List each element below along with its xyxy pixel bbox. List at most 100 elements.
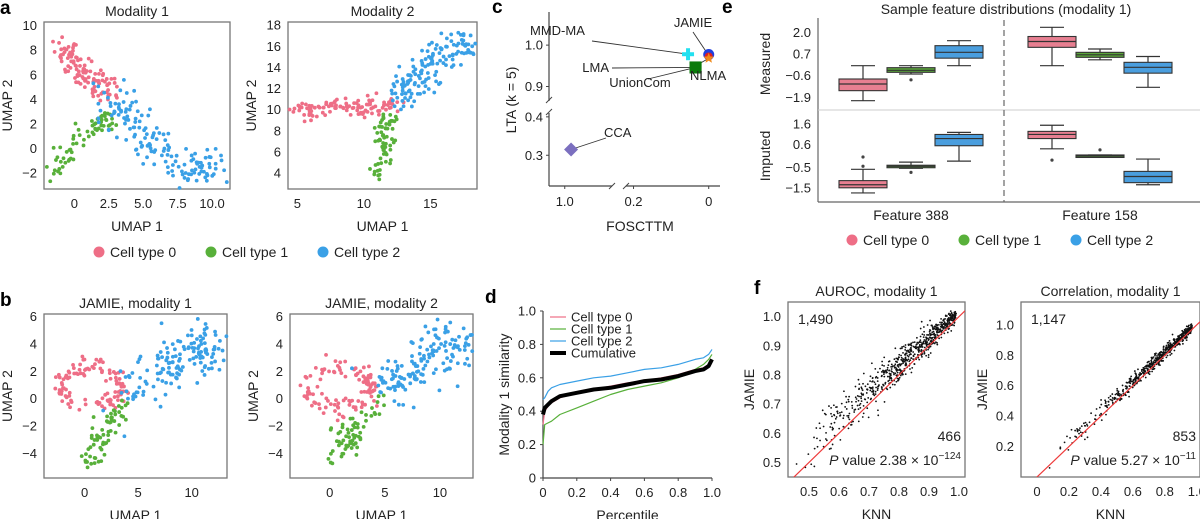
legend-marker-icon — [205, 246, 217, 258]
data-point — [946, 331, 949, 334]
data-point — [1128, 377, 1131, 380]
data-point-cell-type-2 — [441, 61, 446, 65]
data-point-cell-type-1 — [380, 118, 384, 122]
data-point — [889, 386, 892, 389]
data-point-cell-type-0 — [373, 104, 378, 109]
data-point-cell-type-2 — [412, 376, 417, 381]
data-point-cell-type-2 — [423, 363, 428, 368]
data-point — [836, 412, 839, 415]
y-tick-label: 2 — [30, 364, 37, 379]
data-point-cell-type-2 — [159, 370, 163, 375]
data-point-cell-type-1 — [106, 433, 111, 438]
data-point — [1109, 395, 1112, 397]
data-point-cell-type-1 — [346, 430, 351, 435]
data-point — [940, 317, 942, 320]
data-point — [813, 447, 816, 450]
data-point — [1069, 437, 1071, 439]
data-point-cell-type-2 — [108, 101, 113, 105]
data-point — [944, 317, 946, 320]
data-point — [1134, 379, 1137, 382]
data-point-cell-type-2 — [166, 361, 171, 366]
data-point — [829, 426, 832, 428]
data-point — [1188, 327, 1191, 330]
y-tick-label: 8 — [30, 43, 37, 58]
data-point-cell-type-2 — [106, 128, 111, 133]
data-point-cell-type-2 — [201, 336, 206, 341]
data-point-cell-type-2 — [453, 338, 458, 343]
data-point — [929, 319, 931, 322]
data-point — [944, 323, 946, 326]
data-point-cell-type-0 — [335, 363, 340, 368]
data-point — [909, 359, 912, 362]
data-point-cell-type-0 — [78, 57, 83, 62]
data-point-cell-type-1 — [390, 126, 395, 131]
data-point-cell-type-2 — [173, 354, 178, 359]
data-point-cell-type-2 — [422, 79, 427, 84]
data-point — [921, 355, 923, 358]
data-point-cell-type-2 — [134, 148, 138, 152]
legend-marker-icon — [958, 234, 970, 246]
data-point — [873, 394, 876, 397]
plot-frame — [787, 301, 966, 478]
data-point-cell-type-1 — [379, 161, 384, 166]
y-tick-label: 6 — [274, 145, 281, 160]
data-point-cell-type-1 — [85, 129, 90, 134]
data-point-cell-type-2 — [390, 91, 395, 96]
marker-nlma — [703, 52, 714, 63]
data-point — [855, 400, 857, 403]
data-point-cell-type-0 — [88, 69, 93, 74]
data-point — [928, 330, 931, 333]
data-point-cell-type-1 — [372, 169, 377, 174]
data-point — [922, 336, 925, 339]
data-point-cell-type-2 — [117, 107, 121, 111]
data-point — [918, 344, 921, 346]
data-point — [1100, 403, 1103, 406]
data-point-cell-type-0 — [395, 100, 400, 105]
data-point — [905, 362, 907, 365]
p-value-exponent: −11 — [1180, 451, 1197, 462]
data-point-cell-type-2 — [409, 91, 414, 96]
data-point-cell-type-0 — [334, 398, 338, 403]
data-point-cell-type-2 — [161, 367, 166, 372]
data-point — [871, 390, 873, 393]
data-point-cell-type-1 — [86, 447, 91, 452]
data-point-cell-type-1 — [71, 136, 76, 141]
data-point — [839, 411, 841, 414]
data-point — [1105, 413, 1107, 416]
data-point-cell-type-2 — [377, 375, 382, 379]
data-point-cell-type-1 — [329, 451, 333, 456]
data-point-cell-type-1 — [381, 152, 386, 156]
data-point — [889, 374, 892, 377]
data-point-cell-type-2 — [163, 159, 168, 164]
data-point — [936, 334, 939, 336]
data-point — [890, 376, 892, 379]
data-point — [862, 412, 865, 415]
data-point-cell-type-1 — [336, 431, 341, 436]
data-point — [1098, 406, 1101, 409]
data-point — [1128, 385, 1131, 387]
data-point — [1075, 436, 1078, 438]
data-point-cell-type-0 — [104, 378, 108, 383]
data-point — [905, 350, 908, 352]
data-point-cell-type-0 — [93, 362, 97, 367]
y-tick-label: 0.8 — [518, 337, 536, 352]
data-point — [853, 409, 856, 411]
data-point-cell-type-1 — [99, 447, 104, 452]
data-point-cell-type-0 — [100, 370, 104, 375]
data-point-cell-type-1 — [354, 453, 359, 457]
data-point — [907, 350, 910, 353]
data-point-cell-type-2 — [423, 57, 428, 61]
data-point — [921, 333, 924, 336]
data-point-cell-type-1 — [117, 423, 122, 427]
data-point — [902, 352, 904, 354]
data-point — [902, 362, 904, 365]
data-point — [1109, 398, 1112, 401]
data-point-cell-type-0 — [71, 59, 76, 64]
data-point-cell-type-2 — [148, 143, 152, 147]
data-point-cell-type-0 — [82, 357, 87, 362]
data-point-cell-type-1 — [71, 133, 76, 138]
data-point — [860, 400, 863, 403]
data-point — [1119, 399, 1121, 402]
data-point-cell-type-1 — [114, 123, 119, 127]
data-point-cell-type-0 — [335, 404, 340, 409]
